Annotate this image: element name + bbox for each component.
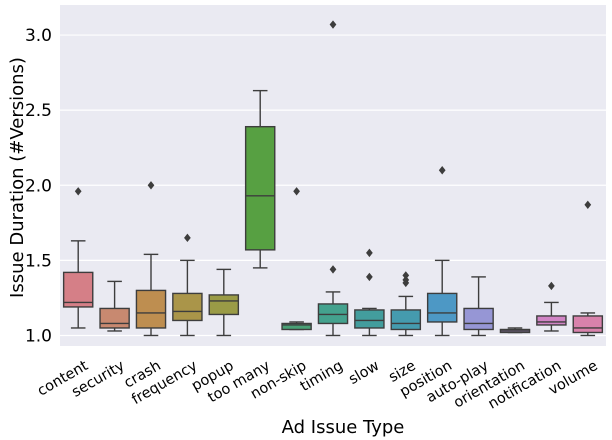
box-size (390, 271, 422, 337)
outlier-point (366, 248, 373, 258)
outlier-point (74, 187, 82, 196)
iqr-box (135, 289, 167, 329)
box-crash (135, 181, 167, 337)
y-tick-label: 3.0 (25, 26, 52, 46)
x-axis-title: Ad Issue Type (282, 417, 405, 438)
box-security (99, 280, 130, 332)
outlier-point (366, 272, 373, 282)
y-axis-ticks: 1.0 1.5 2.0 2.5 3.0 (25, 26, 52, 346)
outlier-point (438, 166, 446, 175)
y-tick-label: 1.5 (25, 251, 52, 271)
box-plots (62, 20, 604, 337)
box-timing (317, 20, 349, 337)
outlier-point (548, 281, 555, 291)
outlier-point (329, 265, 337, 274)
outlier-point (584, 200, 592, 209)
box-notification (536, 281, 567, 332)
box-slow (354, 248, 385, 337)
outlier-point (329, 20, 337, 29)
box-auto-play (463, 276, 494, 337)
x-category-label: timing (298, 358, 346, 395)
y-axis-title: Issue Duration (#Versions) (7, 57, 28, 298)
outlier-point (402, 275, 410, 285)
y-tick-label: 2.5 (25, 101, 52, 121)
outlier-point (293, 187, 300, 196)
iqr-box (317, 303, 349, 325)
iqr-box (208, 294, 240, 316)
iqr-box (62, 271, 94, 308)
outlier-point (184, 233, 191, 243)
iqr-box (99, 307, 130, 329)
box-content (62, 187, 94, 329)
iqr-box (354, 309, 385, 329)
x-category-label: slow (346, 358, 382, 388)
box-too-many (244, 89, 276, 269)
iqr-box (244, 125, 276, 251)
iqr-box (463, 307, 494, 331)
iqr-box (572, 315, 604, 334)
outlier-point (402, 271, 410, 280)
box-non-skip (281, 187, 312, 331)
iqr-box (390, 309, 422, 331)
box-volume (572, 200, 604, 337)
box-position (426, 166, 458, 337)
y-tick-label: 1.0 (25, 326, 52, 346)
iqr-box (172, 292, 203, 322)
iqr-box (281, 322, 312, 331)
y-tick-label: 2.0 (25, 176, 52, 196)
box-frequency (172, 233, 203, 337)
box-orientation (499, 327, 531, 334)
box-popup (208, 268, 240, 337)
iqr-box (426, 292, 458, 323)
iqr-box (536, 315, 567, 326)
outlier-point (147, 181, 155, 190)
